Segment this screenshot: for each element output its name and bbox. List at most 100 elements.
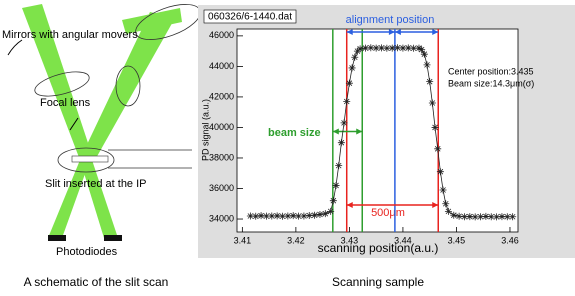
file-label: 060326/6-1440.dat — [208, 12, 292, 23]
y-tick-label: 36000 — [209, 183, 234, 193]
point — [460, 213, 468, 221]
point — [498, 213, 506, 221]
point — [450, 211, 458, 219]
point — [345, 79, 353, 87]
annotation: Center position:3.435 — [448, 66, 534, 76]
point — [268, 212, 276, 220]
plot-area — [236, 28, 519, 233]
arrowhead — [332, 128, 363, 135]
label: Focal lens — [40, 97, 91, 109]
point — [295, 212, 303, 220]
annotation: Beam size:14.3μm(σ) — [448, 78, 534, 88]
point — [394, 44, 402, 52]
y-tick-label: 34000 — [209, 213, 234, 223]
point — [434, 145, 442, 153]
point — [388, 44, 396, 52]
point — [482, 212, 490, 220]
point — [327, 207, 335, 215]
y-tick-label: 38000 — [209, 152, 234, 162]
y-tick-label: 40000 — [209, 122, 234, 132]
point — [356, 45, 364, 53]
point — [351, 53, 359, 61]
point — [428, 99, 436, 107]
point — [273, 212, 281, 220]
point — [300, 212, 308, 220]
photodiode — [104, 235, 122, 241]
label: Slit inserted at the IP — [45, 178, 147, 190]
point — [311, 211, 319, 219]
slit — [71, 155, 109, 163]
point — [372, 44, 380, 52]
point — [487, 213, 495, 221]
arrow — [69, 117, 79, 131]
point — [262, 212, 270, 220]
caption: A schematic of the slit scan — [24, 275, 169, 289]
y-axis-label: PD signal (a.u.) — [200, 99, 210, 161]
point — [503, 213, 511, 221]
point — [399, 44, 407, 52]
point — [455, 212, 463, 220]
lens — [115, 65, 141, 107]
point — [493, 213, 501, 221]
x-tick-label: 3.43 — [341, 235, 359, 245]
caption: Scanning sample — [332, 275, 424, 289]
point — [343, 98, 351, 105]
point — [426, 78, 434, 86]
point — [348, 64, 356, 72]
schematic: Mirrors with angular movers Focal lens S… — [2, 4, 201, 289]
point — [420, 50, 428, 58]
point — [316, 210, 324, 218]
point — [471, 213, 479, 221]
point — [337, 139, 345, 147]
slit-ring — [57, 147, 115, 173]
point — [444, 207, 452, 215]
beam — [80, 160, 118, 238]
point — [335, 162, 343, 170]
annotation: beam size — [268, 127, 321, 139]
point — [436, 168, 444, 176]
point — [284, 212, 292, 220]
point — [383, 44, 391, 52]
y-tick-label: 44000 — [209, 61, 234, 71]
point — [305, 212, 313, 220]
beam — [82, 12, 175, 160]
photodiode — [48, 235, 66, 241]
label: Mirrors with angular movers — [2, 29, 138, 41]
annotation: 500μm — [371, 207, 405, 219]
point — [361, 44, 369, 52]
x-tick-label: 3.46 — [501, 235, 519, 245]
x-tick-label: 3.41 — [234, 235, 252, 245]
point — [252, 212, 260, 220]
y-tick-label: 46000 — [209, 30, 234, 40]
point — [340, 119, 348, 127]
point — [466, 213, 474, 221]
arrowhead — [346, 29, 395, 35]
point — [321, 210, 329, 218]
point — [439, 186, 447, 194]
point — [423, 61, 431, 69]
point — [410, 44, 418, 52]
lens — [34, 71, 90, 97]
point — [509, 213, 517, 221]
beam — [22, 4, 92, 160]
y-tick-label: 42000 — [209, 91, 234, 101]
point — [431, 123, 439, 131]
x-tick-label: 3.44 — [394, 235, 412, 245]
chart: 060326/6-1440.dat scanning position(a.u.… — [198, 5, 575, 289]
point — [378, 44, 386, 52]
label: Photodiodes — [56, 246, 118, 258]
point — [477, 213, 485, 221]
slit-holder — [108, 149, 192, 169]
point — [367, 44, 375, 52]
point — [329, 197, 337, 205]
annotation: alignment position — [346, 14, 435, 26]
point — [415, 44, 423, 52]
point — [289, 212, 297, 220]
point — [404, 44, 412, 52]
x-tick-label: 3.45 — [448, 235, 466, 245]
arrow — [7, 39, 23, 56]
point — [278, 212, 286, 220]
point — [332, 181, 340, 189]
x-axis-label: scanning position(a.u.) — [318, 241, 439, 255]
file-box — [203, 9, 297, 24]
